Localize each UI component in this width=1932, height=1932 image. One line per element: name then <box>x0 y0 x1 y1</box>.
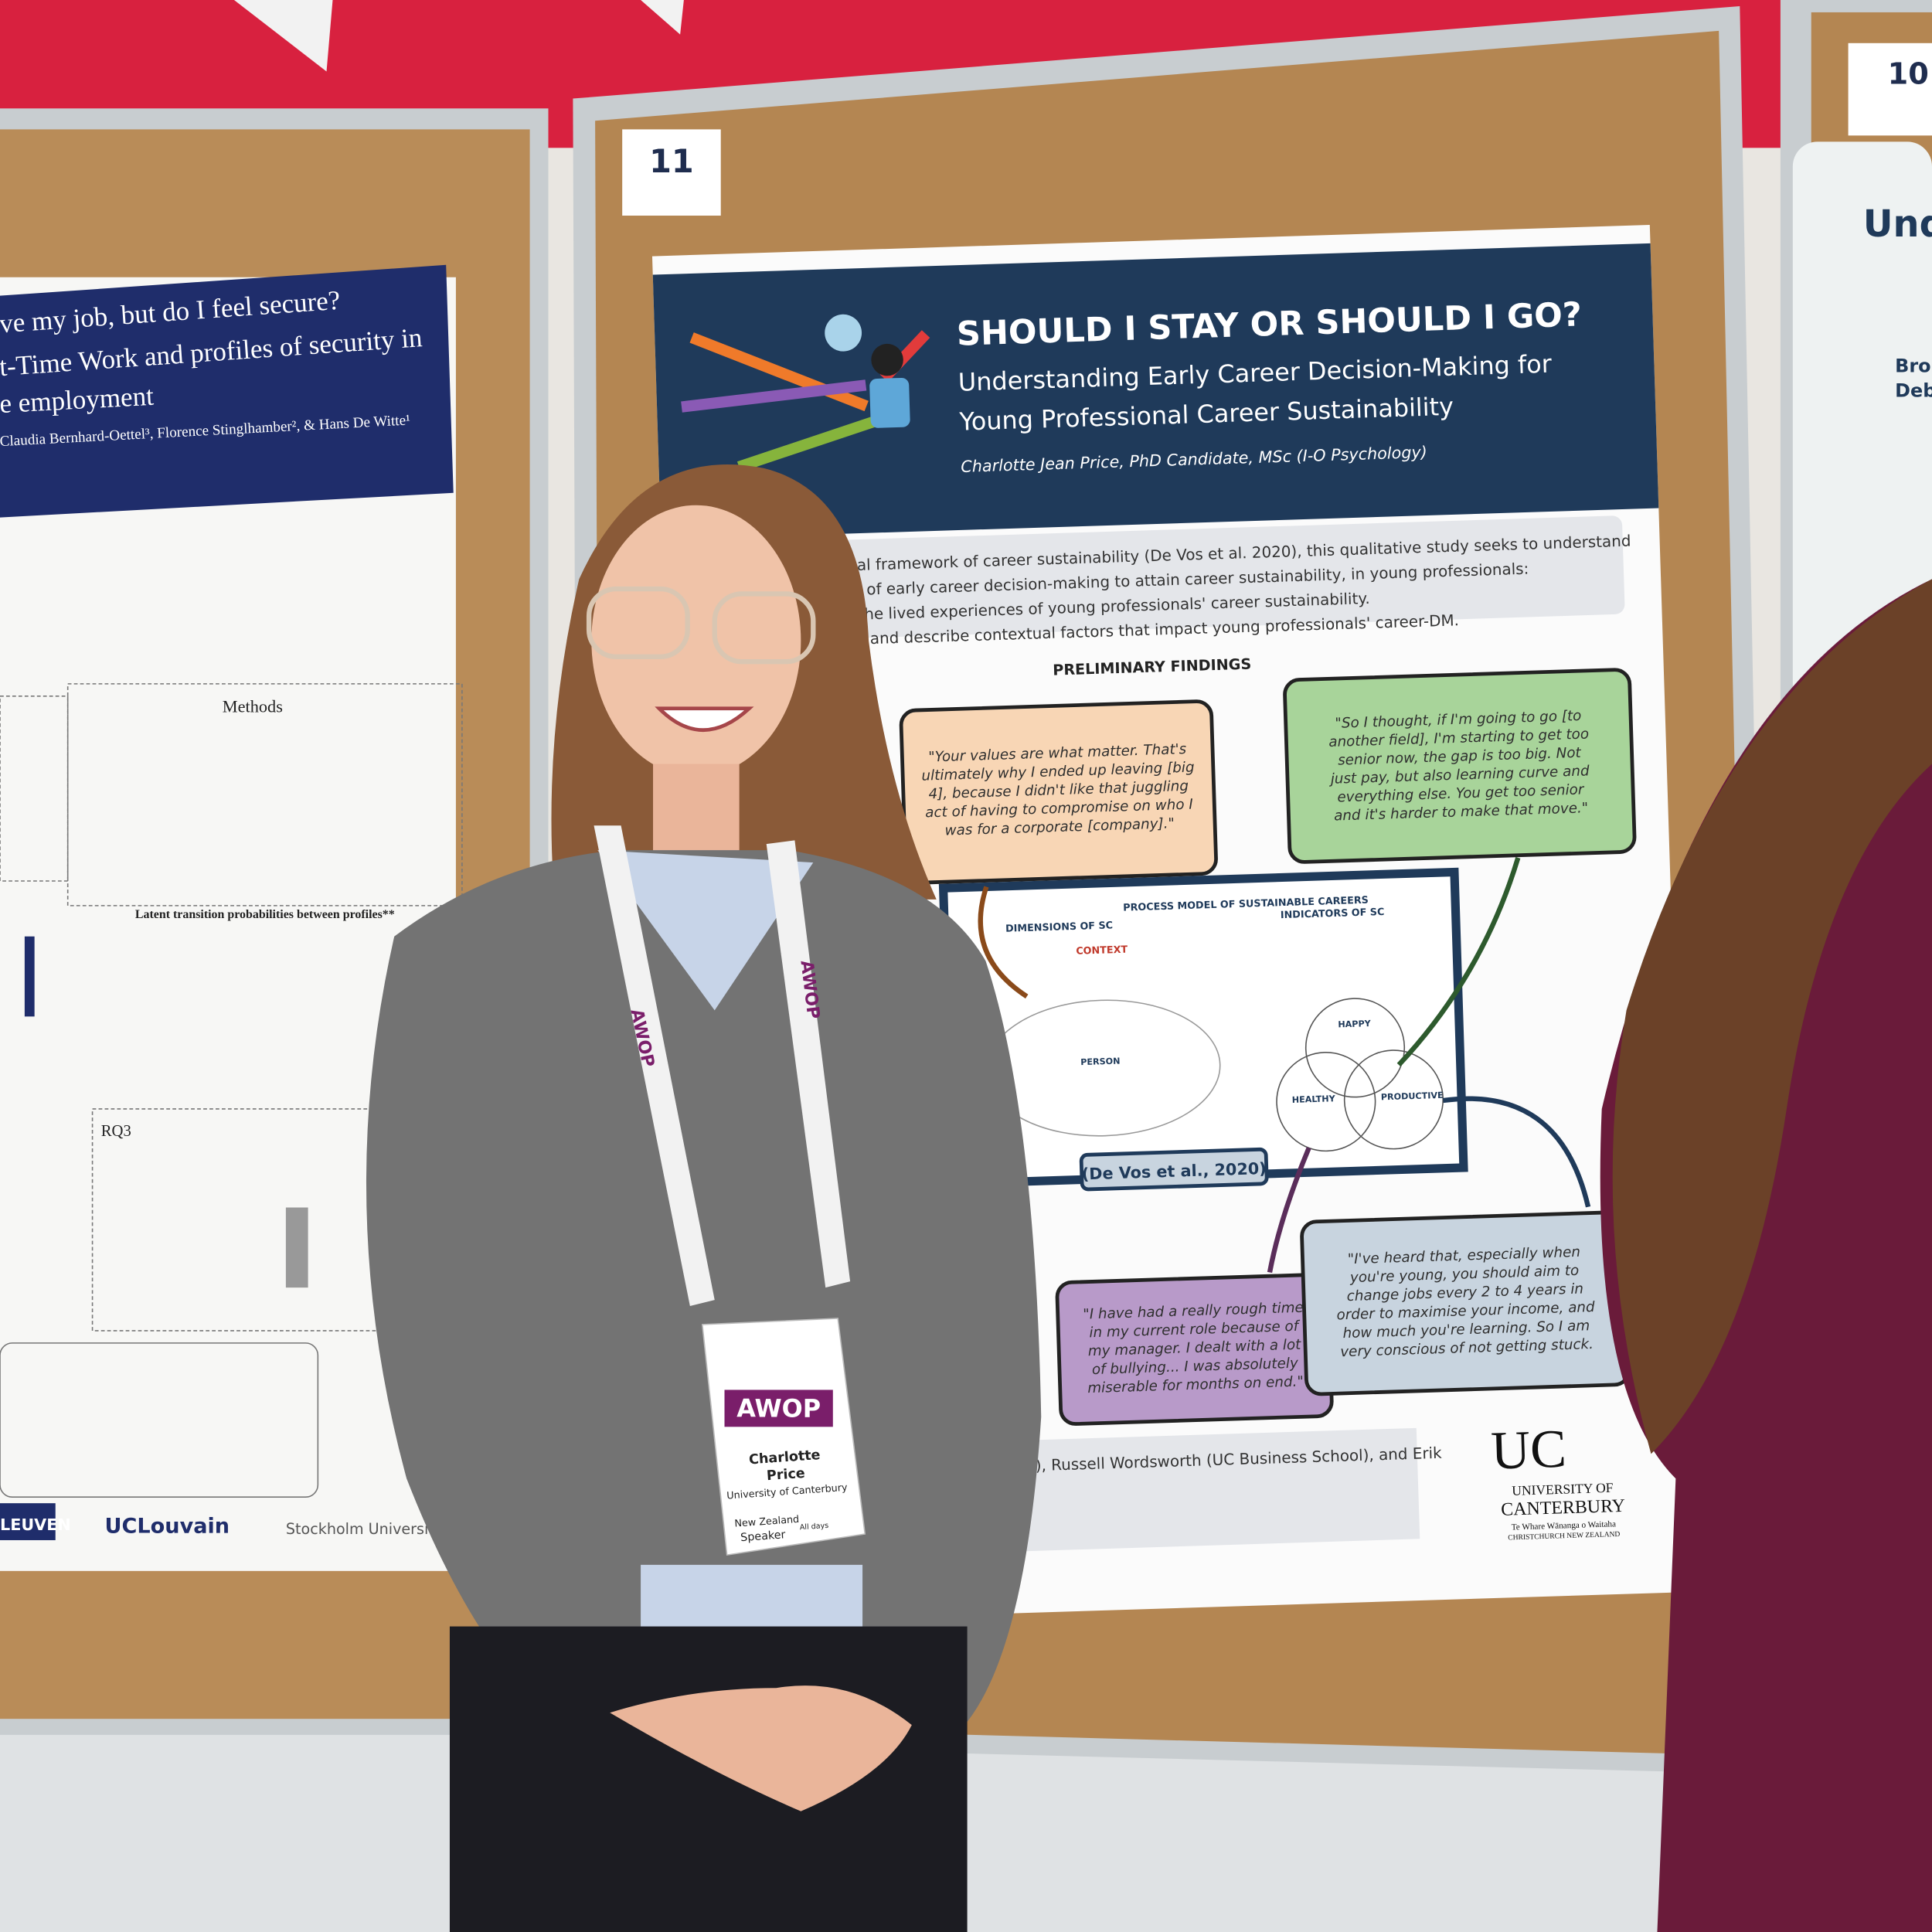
model-label: HEALTHY <box>1292 1094 1336 1105</box>
hands <box>610 1685 912 1811</box>
section-heading: Methods <box>223 697 283 716</box>
glasses <box>712 591 816 665</box>
face <box>591 505 801 777</box>
ceiling-light <box>233 0 333 72</box>
glasses <box>586 586 690 659</box>
number-card <box>1848 43 1932 136</box>
model-label: CONTEXT <box>1076 944 1128 957</box>
person <box>366 464 1042 1932</box>
model-label: HAPPY <box>1338 1019 1372 1029</box>
logo-text: CHRISTCHURCH NEW ZEALAND <box>1508 1530 1621 1543</box>
sweater <box>366 850 1042 1762</box>
chart-bar <box>24 936 35 1017</box>
logo-text: UNIVERSITY OF <box>1512 1480 1614 1498</box>
trousers <box>449 1626 968 1932</box>
flow-arrow <box>1267 1147 1311 1274</box>
badge-logo <box>724 1389 833 1427</box>
model-label: PERSON <box>1080 1056 1121 1068</box>
flow-arrow <box>978 886 1029 999</box>
logo-mark: UC <box>1490 1419 1567 1481</box>
badge-label: Price <box>766 1466 805 1484</box>
panel <box>0 1342 319 1498</box>
section-heading: RQ3 <box>101 1123 131 1140</box>
logo-text: Stockholm University <box>286 1520 443 1538</box>
badge <box>701 1318 866 1556</box>
panel <box>66 683 463 906</box>
quote-box <box>1283 668 1637 864</box>
icon-bubble <box>825 314 862 352</box>
lanyard <box>594 825 715 1307</box>
citation-box <box>1079 1147 1269 1192</box>
board-number: 11 <box>649 143 694 180</box>
icon-arrow <box>736 417 876 472</box>
flow-arrow <box>1396 856 1521 1067</box>
logo-text: CANTERBURY <box>1501 1496 1625 1520</box>
ceiling-light <box>641 0 684 35</box>
badge-label: Speaker <box>740 1529 786 1544</box>
table-title: Latent transition probabilities between … <box>135 908 395 921</box>
model-label: DIMENSIONS OF SC <box>1005 920 1113 934</box>
badge-label: New Zealand <box>734 1514 800 1530</box>
poster-header <box>652 243 1659 540</box>
badge-event: AWOP <box>736 1394 821 1423</box>
poster-fragment: Bro <box>1895 355 1930 377</box>
icon-arrow <box>681 379 867 413</box>
ack-box <box>1022 1427 1420 1552</box>
poster-fragment: Deb <box>1895 379 1932 401</box>
board-number: 10 <box>1888 56 1929 91</box>
chart-bar <box>285 1207 308 1288</box>
intro-box <box>797 515 1625 640</box>
left-poster <box>0 264 463 1571</box>
logo-text: Te Whare Wānanga o Waitaha <box>1512 1519 1617 1532</box>
collar <box>597 850 814 1011</box>
icon-head <box>871 343 903 376</box>
neck <box>653 764 740 863</box>
logo-text: UCLouvain <box>105 1514 230 1538</box>
quote-box <box>899 699 1218 885</box>
model-label: INDICATORS OF SC <box>1281 906 1385 921</box>
icon-arrow <box>689 332 869 412</box>
model-label: PRODUCTIVE <box>1381 1090 1444 1103</box>
lanyard <box>766 840 851 1288</box>
number-card <box>622 129 721 216</box>
logo-box <box>0 1503 56 1540</box>
flow-arrow <box>1442 1096 1591 1208</box>
person-hair <box>1612 579 1932 1454</box>
badge-label: All days <box>799 1522 828 1532</box>
poster-fragment: Und <box>1863 203 1932 246</box>
smile <box>655 706 754 732</box>
icon-body <box>869 377 910 428</box>
model-circle <box>1304 998 1406 1098</box>
poster-header <box>0 264 454 518</box>
model-circle <box>1276 1052 1376 1152</box>
logo-text: LEUVEN <box>0 1515 71 1534</box>
